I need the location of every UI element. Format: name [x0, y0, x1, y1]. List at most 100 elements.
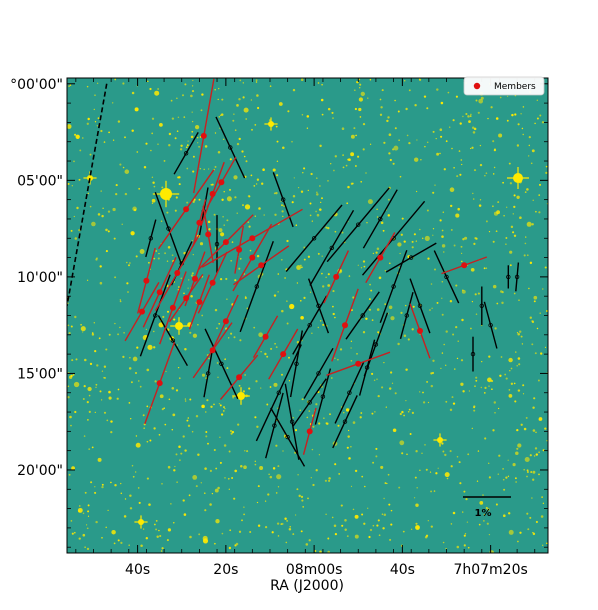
member-point: [249, 254, 256, 261]
star: [442, 211, 445, 214]
star: [248, 225, 251, 228]
nonmember-vector: [379, 249, 408, 324]
star: [318, 454, 321, 456]
star: [513, 205, 516, 209]
star: [219, 436, 221, 438]
star: [255, 183, 258, 185]
nonmember-vector: [483, 301, 498, 349]
member-point: [156, 289, 163, 296]
star: [161, 483, 163, 485]
star: [424, 535, 428, 539]
star: [433, 490, 436, 492]
star: [91, 333, 95, 336]
star: [84, 491, 87, 494]
star: [233, 336, 236, 339]
star: [367, 199, 373, 205]
star: [205, 411, 207, 413]
star: [343, 412, 345, 414]
star: [532, 532, 536, 536]
star: [430, 525, 433, 528]
star: [399, 175, 402, 178]
star: [94, 350, 97, 353]
star: [301, 499, 304, 502]
star: [427, 257, 430, 260]
star: [357, 155, 360, 158]
star: [355, 134, 357, 137]
star: [434, 184, 436, 186]
star: [503, 488, 506, 491]
star: [259, 466, 264, 470]
star: [475, 99, 478, 102]
star: [364, 485, 366, 488]
star: [273, 382, 278, 387]
star: [425, 468, 428, 471]
star: [474, 293, 477, 296]
star: [311, 220, 313, 222]
star: [183, 116, 186, 118]
star: [452, 511, 456, 515]
star: [70, 374, 73, 378]
star: [176, 481, 178, 483]
star: [531, 223, 534, 226]
star: [397, 110, 400, 113]
star: [529, 516, 532, 519]
star: [133, 208, 137, 212]
star: [124, 498, 127, 500]
star: [362, 122, 366, 126]
star: [481, 360, 483, 363]
star: [68, 473, 71, 476]
nonmember-point: [342, 419, 348, 424]
star: [221, 98, 224, 101]
star: [88, 394, 91, 397]
nonmember-point: [378, 216, 383, 222]
star: [277, 465, 280, 468]
star: [114, 322, 116, 325]
star: [488, 385, 490, 387]
star: [254, 416, 257, 419]
star: [174, 137, 177, 140]
star: [359, 116, 362, 118]
star: [248, 195, 251, 198]
star: [322, 285, 325, 288]
nonmember-vector: [292, 295, 328, 355]
star: [195, 414, 199, 418]
star: [456, 175, 459, 178]
star: [361, 475, 364, 478]
star: [415, 522, 418, 525]
star: [330, 163, 332, 165]
star: [513, 382, 516, 385]
star: [495, 117, 499, 120]
star: [278, 102, 283, 106]
star: [233, 497, 236, 500]
star: [524, 456, 530, 463]
star: [281, 309, 284, 313]
star: [479, 163, 483, 167]
star: [190, 274, 194, 277]
star: [245, 118, 248, 120]
star: [210, 405, 213, 408]
star: [485, 506, 488, 510]
star: [332, 305, 334, 308]
nonmember-vector: [385, 242, 437, 273]
x-tick-label: 08m00s: [286, 562, 343, 578]
star: [137, 487, 140, 489]
nonmember-point: [148, 236, 153, 241]
star: [154, 523, 156, 526]
star: [482, 494, 484, 496]
star: [136, 346, 139, 349]
star: [535, 453, 538, 456]
star: [401, 452, 404, 455]
star: [503, 215, 505, 217]
star: [310, 172, 313, 176]
star: [469, 115, 472, 117]
star: [354, 469, 358, 473]
star: [79, 149, 82, 152]
star: [101, 536, 103, 539]
star: [541, 121, 545, 124]
nonmember-point: [329, 245, 334, 251]
star: [504, 373, 507, 376]
star: [440, 101, 444, 105]
star: [372, 461, 375, 464]
star: [110, 481, 112, 484]
star: [473, 409, 476, 412]
